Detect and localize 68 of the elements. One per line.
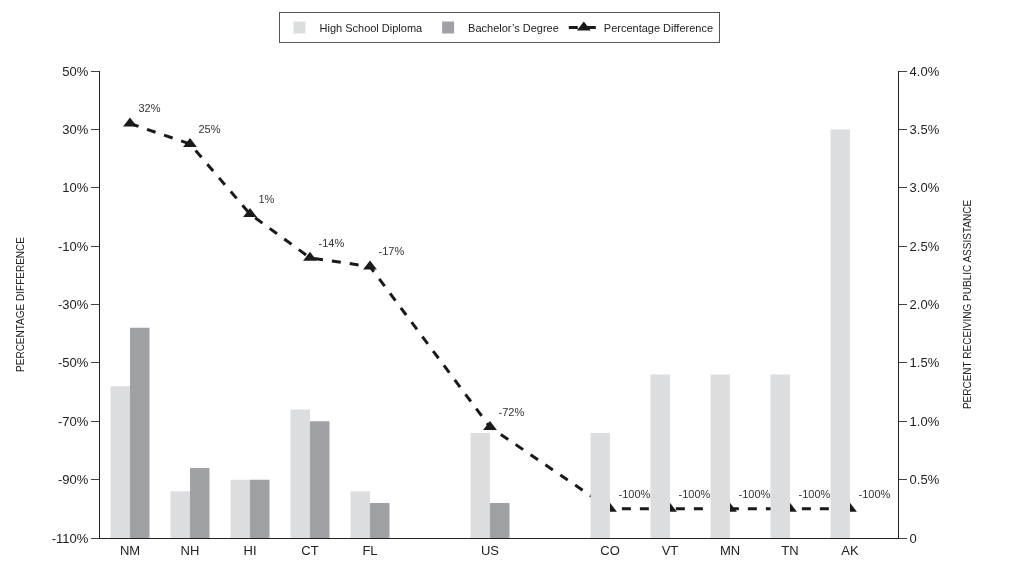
data-label: -100% [618,487,651,500]
point [303,251,317,261]
data-label: -14% [318,236,345,249]
bar [370,502,390,538]
data-label: -100% [678,487,711,500]
point [363,260,377,270]
data-label: 32% [138,102,161,115]
bar [130,327,150,538]
legend-label: Percentage Difference [603,21,714,34]
bar [170,491,190,538]
y2-tick-label: 2.0% [909,297,940,313]
y-tick-label: -70% [58,413,89,429]
y-tick-label: -30% [58,297,89,313]
y2-tick-label: 2.5% [909,238,940,254]
y2-tick-label: 1.0% [909,413,940,429]
bar [590,432,610,538]
x-tick-label: FL [362,542,378,558]
point [483,421,497,431]
y2-axis-title: PERCENT RECEIVING PUBLIC ASSISTANCE [962,199,974,410]
y-tick-label: -50% [58,355,89,371]
point [183,137,197,147]
bar [290,409,310,538]
y2-tick-label: 3.0% [909,180,940,196]
bar [230,479,250,538]
bar [350,491,370,538]
y2-tick-label: 4.0% [909,63,940,79]
y-tick-label: 10% [62,180,89,196]
bar [190,467,210,538]
bar [830,129,850,538]
x-tick-label: NM [119,542,141,558]
point [123,117,137,127]
x-tick-label: VT [661,542,679,558]
y2-tick-label: 0 [909,530,917,546]
bar [650,374,670,538]
bar [310,421,330,538]
x-tick-label: NH [180,542,200,558]
data-label: -100% [858,487,891,500]
x-tick-label: MN [719,542,741,558]
data-label: 25% [198,122,221,135]
bar [250,479,270,538]
point [243,208,257,218]
y-tick-label: 50% [62,63,89,79]
x-tick-label: CO [600,542,620,558]
data-label: -100% [798,487,831,500]
data-label: -100% [738,487,771,500]
x-tick-label: CT [301,542,319,558]
legend-label: Bachelor’s Degree [468,21,559,34]
bar [110,386,130,538]
bar [470,432,490,538]
bar [710,374,730,538]
y2-tick-label: 0.5% [909,472,940,488]
y-tick-label: -10% [58,238,89,254]
data-label: -72% [498,405,525,418]
y-axis-title: PERCENTAGE DIFFERENCE [14,236,26,372]
y-tick-label: -90% [58,472,89,488]
data-label: -17% [378,245,405,258]
legend-label: High School Diploma [319,21,424,34]
y2-tick-label: 3.5% [909,121,940,137]
x-tick-label: TN [781,542,799,558]
y2-tick-label: 1.5% [909,355,940,371]
x-tick-label: AK [841,542,859,558]
x-tick-label: US [480,542,500,558]
y-tick-label: -110% [51,530,89,546]
bar [770,374,790,538]
y-tick-label: 30% [62,121,89,137]
data-label: 1% [258,192,275,205]
bar [490,502,510,538]
x-tick-label: HI [243,542,257,558]
